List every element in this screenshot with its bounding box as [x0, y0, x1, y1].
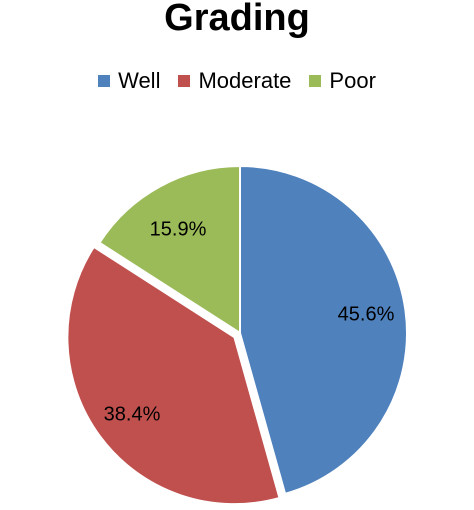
- pie-slice-poor: [98, 164, 241, 335]
- data-label-well: 45.6%: [338, 303, 395, 325]
- pie-slice-moderate: [66, 245, 281, 506]
- legend-item-well: Well: [98, 67, 160, 95]
- chart-title: Grading: [164, 0, 310, 39]
- legend-label-poor: Poor: [329, 68, 376, 93]
- legend-swatch-moderate: [178, 75, 191, 87]
- legend-label-well: Well: [118, 68, 161, 93]
- pie-slice-well: [239, 164, 408, 496]
- legend-swatch-well: [98, 75, 111, 87]
- data-label-moderate: 38.4%: [104, 403, 161, 425]
- data-label-poor: 15.9%: [150, 218, 207, 240]
- legend-swatch-poor: [309, 75, 322, 87]
- legend-item-poor: Poor: [309, 67, 376, 95]
- legend-item-moderate: Moderate: [178, 67, 291, 95]
- chart-legend: Well Moderate Poor: [0, 66, 474, 96]
- legend-label-moderate: Moderate: [198, 68, 292, 93]
